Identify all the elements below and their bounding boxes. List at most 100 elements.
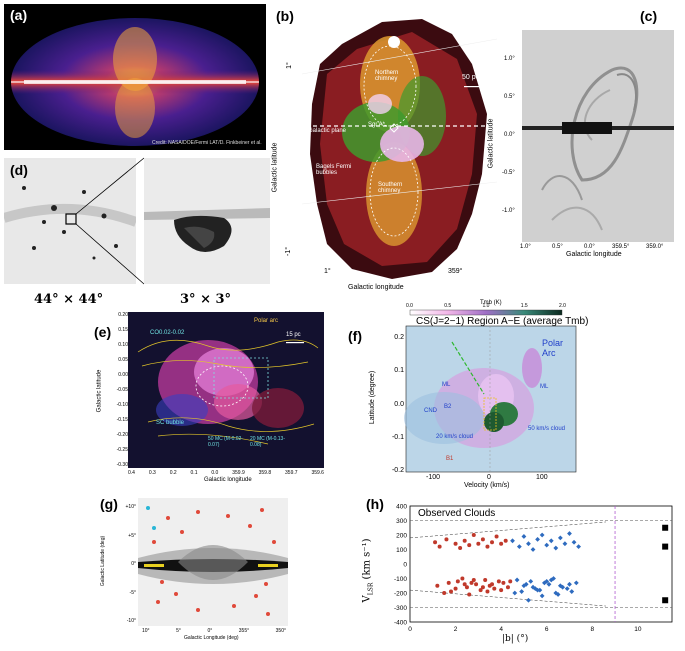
red-cloud-point xyxy=(462,538,467,543)
red-cloud-point xyxy=(455,579,460,584)
e-50mc-label: 50 MC (M-0.02-0.07) xyxy=(208,436,244,448)
bagels-label: Bagels Fermi bubbles xyxy=(316,164,352,176)
black-square-point xyxy=(662,597,669,604)
h-legend-title: Observed Clouds xyxy=(418,508,496,519)
scale-bar xyxy=(464,86,484,88)
galactic-plane-label: Galactic plane xyxy=(308,128,347,134)
panel-d: (d) 44° × 44° 3° × 3° xyxy=(2,156,274,307)
blue-cloud-point xyxy=(546,581,552,587)
e-xtick: 359.8 xyxy=(258,470,272,476)
blue-cloud-point xyxy=(567,581,572,587)
c-ytick: -0.5° xyxy=(502,170,515,176)
red-cloud-point xyxy=(446,580,451,585)
panel-h: -400 -300 -200 -100 0 100 200 300 400 0 2 4 6 8 10 (h)… xyxy=(362,494,682,646)
c-ytick: 1.0° xyxy=(504,56,515,62)
blue-cloud-point xyxy=(526,597,531,603)
panel-label: (h) xyxy=(366,496,384,512)
molecular-composite-image xyxy=(128,312,324,468)
blue-cloud-point xyxy=(530,584,536,590)
g-yticks: +10° +5° 0° -5° -10° xyxy=(118,504,136,624)
e-ytick: 0.00 xyxy=(118,372,128,378)
black-square-point xyxy=(662,524,669,531)
red-cloud-point xyxy=(471,533,476,537)
pv-diagram xyxy=(404,309,577,473)
f-cbar-ticks: 0.0 0.5 1.0 1.5 2.0 xyxy=(406,303,566,309)
y-tick-label: 0 xyxy=(403,562,407,569)
f-b1-label: B1 xyxy=(446,456,454,462)
x-tick-label: 2 xyxy=(454,626,458,633)
f-ytick: -0.2 xyxy=(391,467,404,474)
g-xlabel: Galactic Longitude (deg) xyxy=(184,635,239,641)
blue-cloud-point xyxy=(526,541,531,547)
panel-a: (a) Credit: NASA/DOE/Fermi LAT/D. Finkbe… xyxy=(4,4,266,150)
e-xtick: 0.0 xyxy=(211,470,219,476)
y-tick-label: -200 xyxy=(394,591,407,598)
f-cbar-tick: 1.0 xyxy=(482,303,490,309)
e-cloud-co-label: CO0.02-0.02 xyxy=(150,330,185,336)
red-cloud-point xyxy=(469,580,474,585)
f-xtick: 0 xyxy=(487,474,491,481)
e-polar-arc-label: Polar arc xyxy=(254,318,279,324)
red-cloud-point xyxy=(492,586,497,591)
panel-e: (e) 15 pc Polar arc CO0.02-0.02 SC bubbl… xyxy=(84,312,328,484)
h-ylabel-sub: LSR xyxy=(367,582,375,596)
blue-cloud-point xyxy=(530,547,536,552)
e-ytick: 0.20 xyxy=(118,312,128,318)
blue-cloud-point xyxy=(512,590,518,596)
g-xtick: 355° xyxy=(238,628,250,634)
e-ytick: 0.10 xyxy=(118,342,128,348)
red-cloud-point xyxy=(503,538,508,543)
e-xtick: 359.9 xyxy=(232,470,245,476)
southern-chimney-label: Southern chimney xyxy=(378,182,403,194)
c-xtick: 359.5° xyxy=(612,244,630,250)
wide-field-caption: 44° × 44° xyxy=(34,292,104,307)
e-yticks: 0.20 0.15 0.10 0.05 0.00 -0.05 -0.10 -0.… xyxy=(110,312,128,468)
f-ylabel: Latitude (degree) xyxy=(369,370,377,425)
x-tick-label: 8 xyxy=(590,626,594,633)
red-cloud-point xyxy=(462,582,467,587)
red-cloud-point xyxy=(496,579,501,584)
red-cloud-point xyxy=(480,585,485,590)
red-cloud-point xyxy=(480,537,485,542)
e-ylabel: Galactic latitude xyxy=(96,369,103,413)
panel-label: (a) xyxy=(10,7,28,23)
e-sc-bubble-label: SC bubble xyxy=(156,420,185,426)
red-cloud-point xyxy=(464,585,469,590)
zoom-connectors xyxy=(75,157,145,285)
red-cloud-point xyxy=(499,541,504,546)
blue-cloud-point xyxy=(516,544,522,549)
wide-field-image xyxy=(2,158,138,284)
c-ylabel: Galactic latitude xyxy=(487,118,495,169)
blue-cloud-point xyxy=(567,531,572,536)
red-cloud-point xyxy=(437,544,442,549)
red-cloud-point xyxy=(453,541,458,546)
panel-label: (e) xyxy=(94,324,112,340)
h-ylabel-v: V xyxy=(361,595,373,603)
blue-cloud-point xyxy=(528,579,534,584)
red-cloud-point xyxy=(435,583,440,588)
black-square-point xyxy=(662,543,669,550)
f-xtick: 100 xyxy=(536,474,548,481)
f-ytick: 0.0 xyxy=(394,400,404,408)
lon-axis-label: Galactic longitude xyxy=(348,284,404,291)
f-cnd-label: CND xyxy=(424,408,437,414)
f-ml-left-label: ML xyxy=(442,382,451,388)
blue-cloud-point xyxy=(560,584,566,590)
lat-tick-top: 1° xyxy=(285,62,293,69)
g-ylabel: Galactic Latitude (deg) xyxy=(100,535,107,587)
red-cloud-point xyxy=(442,591,447,595)
red-cloud-point xyxy=(485,589,490,594)
c-xtick: 359.0° xyxy=(646,244,664,250)
radio-image xyxy=(522,30,674,242)
y-tick-label: -400 xyxy=(394,620,407,627)
panel-label: (g) xyxy=(100,496,118,512)
lon-tick-right: 359° xyxy=(448,268,463,275)
g-ytick: +5° xyxy=(128,532,136,539)
blue-cloud-point xyxy=(521,534,527,539)
red-cloud-point xyxy=(483,577,488,582)
blue-cloud-point xyxy=(553,590,559,596)
f-xtick: -100 xyxy=(426,474,441,481)
red-cloud-point xyxy=(433,540,438,545)
g-xtick: 10° xyxy=(142,628,150,634)
c-xtick: 0.0° xyxy=(584,244,595,250)
